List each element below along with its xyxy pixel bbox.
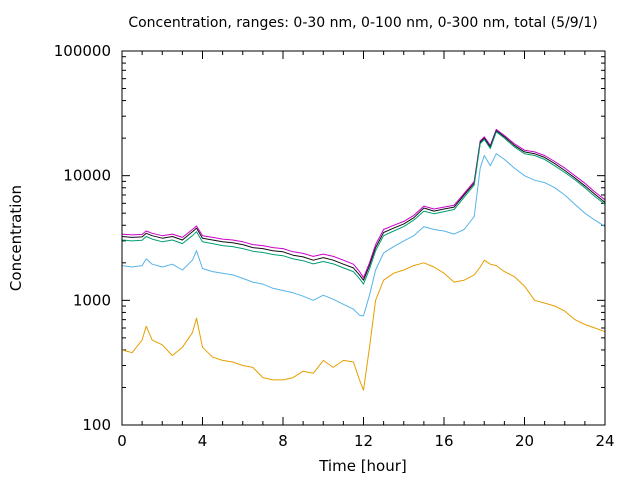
y-axis-label: Concentration	[7, 185, 25, 291]
x-tick-label-3: 12	[354, 432, 373, 450]
series-lines	[121, 128, 606, 391]
y-tick-label-0: 100	[82, 416, 111, 434]
x-tick-label-6: 24	[595, 432, 614, 450]
x-tick-label-4: 16	[434, 432, 453, 450]
series-line-3	[121, 153, 606, 317]
x-tick-label-5: 20	[515, 432, 534, 450]
series-line-0	[121, 128, 606, 279]
series-line-2	[121, 131, 606, 285]
axis-tick-labels: 0 4 8 12 16 20 24 100 1000 10000 100000	[54, 42, 615, 450]
chart-title: Concentration, ranges: 0-30 nm, 0-100 nm…	[128, 15, 597, 31]
x-tick-label-1: 4	[198, 432, 208, 450]
x-axis-label: Time [hour]	[318, 457, 407, 475]
y-tick-label-1: 1000	[73, 291, 111, 309]
x-tick-label-0: 0	[117, 432, 127, 450]
series-line-4	[121, 259, 606, 391]
y-tick-label-3: 100000	[54, 42, 111, 60]
series-line-1	[121, 130, 606, 281]
plot-frame	[121, 50, 606, 426]
y-tick-label-2: 10000	[63, 167, 111, 185]
x-tick-label-2: 8	[278, 432, 288, 450]
